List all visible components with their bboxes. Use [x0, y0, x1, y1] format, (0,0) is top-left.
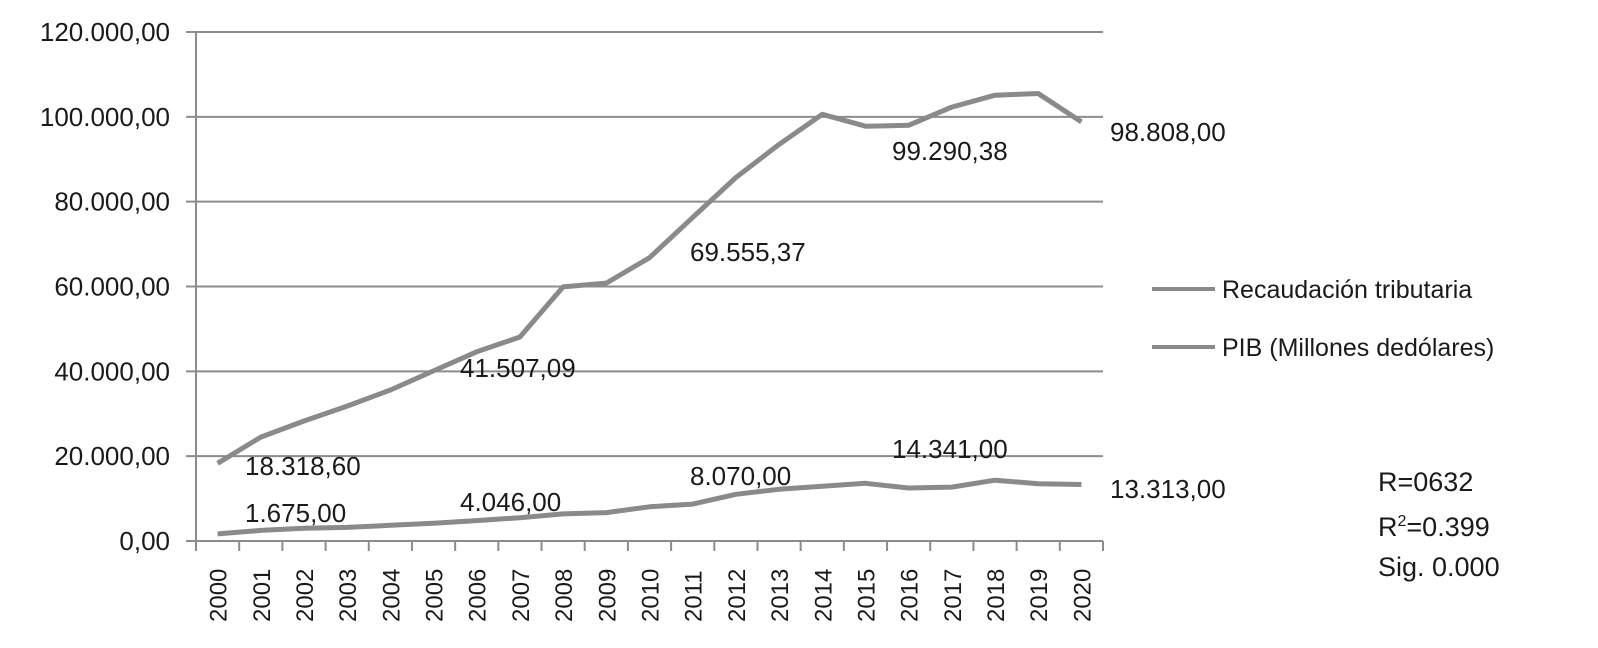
data-label: 99.290,38 — [892, 136, 1008, 166]
r-value: R=0632 — [1378, 467, 1474, 497]
r-squared-value: R2=0.399 — [1378, 512, 1490, 542]
x-tick-label: 2006 — [465, 569, 492, 622]
x-tick-label: 2019 — [1026, 569, 1053, 622]
y-axis: 0,00 20.000,00 40.000,00 60.000,00 80.000,00… — [40, 17, 197, 556]
legend-label-pib: PIB (Millones dedólares) — [1222, 334, 1494, 362]
x-tick-label: 2012 — [724, 569, 751, 622]
x-tick-label: 2017 — [940, 569, 967, 622]
x-tick-label: 2002 — [292, 569, 319, 622]
recaudacion-line — [217, 477, 1082, 537]
data-label: 4.046,00 — [460, 487, 561, 517]
x-tick-label: 2015 — [853, 569, 880, 622]
x-tick-label: 2004 — [378, 569, 405, 622]
x-tick-label: 2020 — [1069, 569, 1096, 622]
data-label: 41.507,09 — [460, 353, 576, 383]
x-tick-label: 2008 — [551, 569, 578, 622]
gridlines — [186, 31, 1103, 542]
data-label: 18.318,60 — [245, 451, 361, 481]
data-label: 13.313,00 — [1110, 474, 1226, 504]
x-tick-label: 2005 — [422, 569, 449, 622]
x-tick-label: 2010 — [638, 569, 665, 622]
regression-stats: R=0632 R2=0.399 Sig. 0.000 — [1378, 462, 1500, 587]
pib-line — [216, 91, 1083, 466]
x-tick-label: 2018 — [983, 569, 1010, 622]
data-label: 8.070,00 — [690, 461, 791, 491]
data-labels: 18.318,60 41.507,09 69.555,37 99.290,38 98.8… — [245, 117, 1226, 528]
series-lines — [216, 91, 1083, 537]
x-tick-label: 2000 — [206, 569, 233, 622]
legend: Recaudación tributaria PIB (Millones ded… — [1152, 276, 1494, 362]
y-tick-label: 20.000,00 — [54, 441, 170, 471]
x-tick-label: 2013 — [767, 569, 794, 622]
y-tick-label: 40.000,00 — [54, 356, 170, 386]
x-tick-label: 2016 — [897, 569, 924, 622]
x-tick-label: 2014 — [810, 569, 837, 622]
x-axis: 2000 2001 2002 2003 2004 2005 2006 2007 2008 2009… — [195, 541, 1104, 622]
data-label: 98.808,00 — [1110, 117, 1226, 147]
data-label: 1.675,00 — [245, 498, 346, 528]
x-tick-label: 2001 — [249, 569, 276, 622]
significance-value: Sig. 0.000 — [1378, 552, 1500, 582]
data-label: 14.341,00 — [892, 434, 1008, 464]
y-tick-label: 80.000,00 — [54, 187, 170, 217]
legend-label-recaudacion: Recaudación tributaria — [1222, 276, 1472, 304]
data-label: 69.555,37 — [690, 237, 806, 267]
y-tick-label: 100.000,00 — [40, 102, 170, 132]
y-tick-label: 120.000,00 — [40, 17, 170, 47]
y-tick-label: 0,00 — [119, 526, 170, 556]
x-tick-label: 2009 — [594, 569, 621, 622]
x-tick-label: 2007 — [508, 569, 535, 622]
x-tick-label: 2003 — [335, 569, 362, 622]
y-tick-label: 60.000,00 — [54, 272, 170, 302]
x-tick-label: 2011 — [681, 570, 708, 622]
